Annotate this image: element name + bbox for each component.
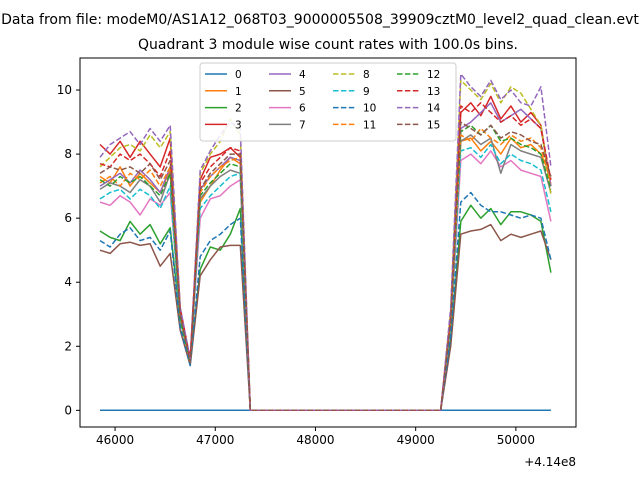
y-tick-label: 10: [57, 83, 72, 97]
legend-item-1: 1: [205, 86, 242, 98]
figure-suptitle: Data from file: modeM0/AS1A12_068T03_900…: [1, 12, 639, 28]
y-tick-label: 0: [64, 403, 72, 417]
legend-item-0: 0: [205, 69, 242, 81]
x-tick-label: 48000: [296, 433, 334, 447]
legend-item-9: 9: [333, 86, 370, 98]
legend-label: 12: [427, 69, 440, 81]
axes-frame: [79, 57, 577, 428]
legend-item-10: 10: [333, 103, 376, 115]
legend-label: 5: [299, 86, 306, 98]
x-axis: 46000 47000 48000 49000 50000: [96, 427, 535, 447]
series-line-5: [99, 223, 552, 412]
legend-box: [199, 62, 457, 142]
legend-item-15: 15: [397, 119, 440, 131]
legend-label: 15: [427, 119, 440, 131]
x-tick-label: 50000: [497, 433, 535, 447]
legend-item-4: 4: [269, 69, 306, 81]
legend-item-14: 14: [397, 103, 441, 115]
legend-label: 9: [363, 86, 370, 98]
series-line-10: [99, 191, 552, 412]
legend-label: 0: [235, 69, 242, 81]
y-tick-label: 2: [64, 339, 72, 353]
legend-item-3: 3: [205, 119, 242, 131]
legend-item-11: 11: [333, 119, 376, 131]
series-line-15: [99, 121, 552, 412]
legend-label: 4: [299, 69, 306, 81]
y-tick-label: 4: [64, 275, 72, 289]
y-axis: 0 2 4 6 8 10: [57, 83, 80, 417]
legend-label: 1: [235, 86, 242, 98]
x-tick-label: 49000: [397, 433, 435, 447]
legend-label: 11: [363, 119, 376, 131]
series-line-11: [99, 127, 552, 412]
x-tick-label: 46000: [96, 433, 134, 447]
legend-label: 8: [363, 69, 370, 81]
legend-label: 6: [299, 103, 306, 115]
legend-label: 2: [235, 103, 242, 115]
y-tick-label: 6: [64, 211, 72, 225]
series-line-12: [99, 124, 552, 412]
legend-label: 14: [427, 103, 441, 115]
legend-item-2: 2: [205, 103, 242, 115]
x-offset-label: +4.14e8: [524, 455, 576, 469]
legend-item-7: 7: [269, 119, 306, 131]
legend-item-8: 8: [333, 69, 370, 81]
series-line-9: [99, 143, 552, 412]
series-layer: [99, 73, 552, 412]
legend-label: 7: [299, 119, 306, 131]
legend-label: 10: [363, 103, 376, 115]
x-tick-label: 47000: [196, 433, 234, 447]
legend-item-13: 13: [397, 86, 440, 98]
legend-item-5: 5: [269, 86, 306, 98]
legend-label: 13: [427, 86, 440, 98]
legend-item-6: 6: [269, 103, 306, 115]
legend-item-12: 12: [397, 69, 440, 81]
y-tick-label: 8: [64, 147, 72, 161]
chart-title: Quadrant 3 module wise count rates with …: [138, 37, 518, 53]
legend-label: 3: [235, 119, 242, 131]
series-line-6: [99, 150, 552, 412]
